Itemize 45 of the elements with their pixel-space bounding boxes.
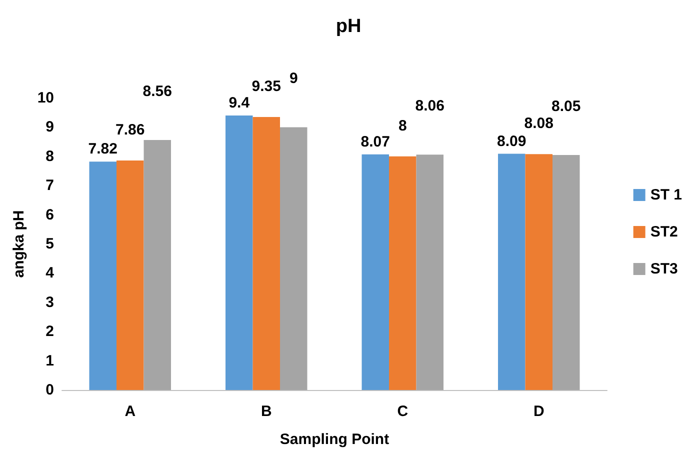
x-tick-label: D [533,403,544,420]
x-tick-label: C [397,403,408,420]
y-axis-title: angka pH [10,210,28,278]
y-tick-label: 4 [46,264,55,282]
data-label: 7.82 [88,140,118,158]
data-label: 8.06 [415,98,444,115]
bar [552,154,580,390]
data-label: 8 [398,117,407,134]
y-tick-label: 1 [46,352,54,370]
y-tick-label: 7 [46,177,54,194]
bar [416,154,444,390]
x-axis-title: Sampling Point [280,431,390,448]
y-tick-label: 9 [46,118,54,136]
bar [525,154,552,390]
y-tick-label: 2 [46,323,54,340]
bar [362,154,389,390]
data-label: 9.35 [252,78,281,95]
bar [280,127,308,390]
legend-label: ST3 [650,260,678,278]
bar [226,116,253,390]
data-label: 8.56 [142,83,172,100]
y-tick-label: 5 [46,236,54,252]
x-tick-label: B [260,403,272,420]
data-label: 9 [289,70,298,88]
bar [498,154,526,390]
data-label: 8.07 [360,133,390,150]
y-tick-label: 10 [37,90,54,106]
legend-label: ST 1 [650,186,682,204]
y-tick-label: 0 [46,382,54,398]
data-label: 9.4 [228,94,250,112]
y-tick-label: 6 [46,206,54,224]
data-label: 8.09 [497,132,526,150]
bar [389,156,416,390]
bar [116,160,144,390]
bar [252,116,280,390]
data-label: 8.05 [552,98,581,115]
data-label: 7.86 [116,121,145,138]
chart-title: pH [336,16,362,37]
legend-label: ST2 [650,224,678,240]
data-label: 8.08 [524,115,554,132]
bar [89,162,116,390]
bar [144,140,171,390]
x-tick-label: A [124,403,136,420]
y-tick-label: 8 [46,148,54,165]
y-tick-label: 3 [46,294,54,311]
